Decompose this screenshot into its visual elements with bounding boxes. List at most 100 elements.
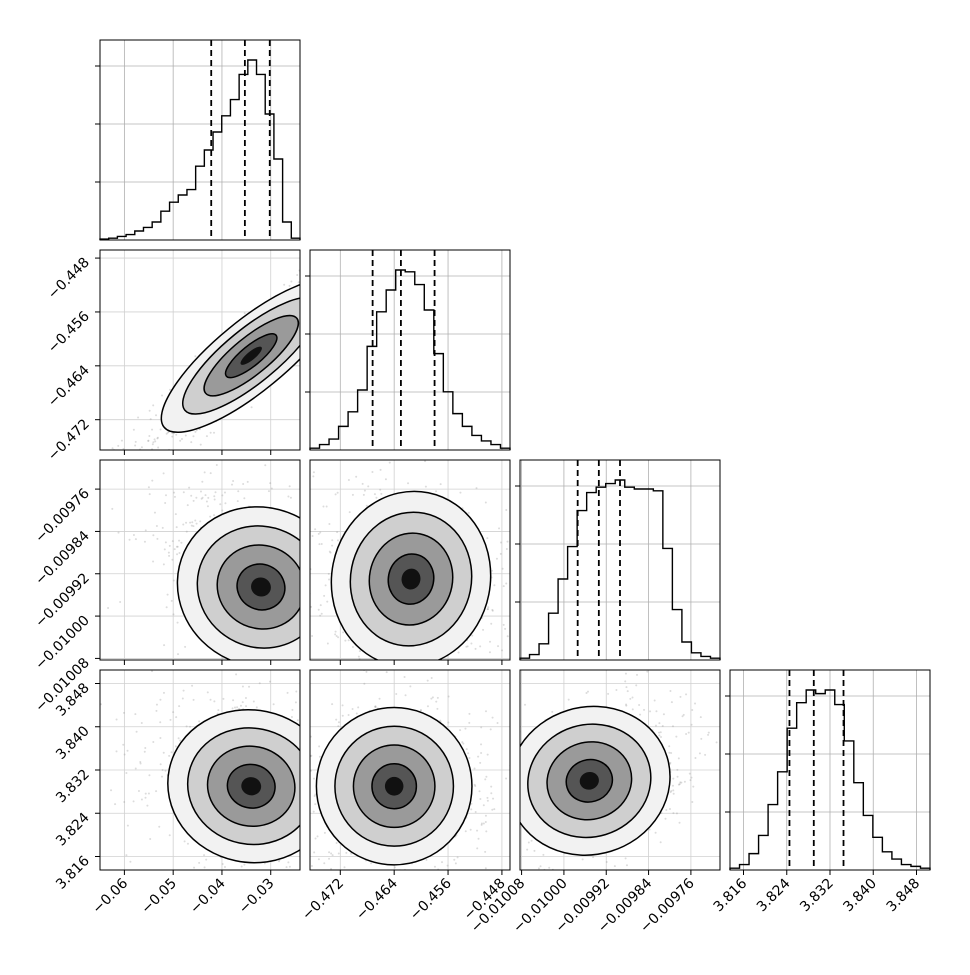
scatter-point [435,490,437,492]
scatter-point [679,822,681,824]
scatter-point [137,457,139,459]
scatter-point [315,663,317,665]
scatter-point [332,312,334,314]
scatter-point [234,706,236,708]
scatter-point [129,539,131,541]
scatter-point [481,824,483,826]
scatter-point [221,510,223,512]
scatter-point [468,722,470,724]
scatter-point [511,575,513,577]
scatter-point [342,273,344,275]
scatter-point [301,562,303,564]
scatter-point [328,278,330,280]
scatter-point [318,543,320,545]
scatter-point [308,281,310,283]
scatter-point [168,552,170,554]
scatter-point [479,790,481,792]
scatter-point [307,639,309,641]
scatter-point [262,661,264,663]
scatter-point [241,866,243,868]
scatter-point [305,291,307,293]
scatter-point [324,610,326,612]
scatter-point [119,601,121,603]
scatter-point [250,674,252,676]
scatter-point [148,792,150,794]
scatter-point [306,833,308,835]
scatter-point [174,548,176,550]
scatter-point [178,552,180,554]
scatter-point [155,790,157,792]
scatter-point [162,461,164,463]
scatter-point [182,524,184,526]
scatter-point [311,865,313,867]
scatter-point [497,678,499,680]
scatter-point [312,535,314,537]
scatter-point [317,638,319,640]
scatter-point [267,663,269,665]
scatter-point [447,722,449,724]
scatter-point [173,492,175,494]
scatter-point [301,816,303,818]
scatter-point [337,492,339,494]
scatter-point [505,777,507,779]
scatter-point [151,480,153,482]
scatter-point [292,666,294,668]
scatter-point [178,540,180,542]
scatter-point [300,805,302,807]
scatter-point [431,677,433,679]
scatter-point [125,772,127,774]
scatter-point [311,829,313,831]
scatter-point [304,627,306,629]
scatter-point [324,351,326,353]
scatter-point [323,597,325,599]
scatter-point [665,809,667,811]
scatter-point [515,849,517,851]
scatter-point [334,267,336,269]
scatter-point [171,436,173,438]
scatter-point [213,432,215,434]
scatter-point [310,642,312,644]
scatter-point [412,196,414,198]
scatter-point [152,443,154,445]
scatter-point [289,661,291,663]
scatter-point [313,269,315,271]
scatter-point [502,568,504,570]
scatter-point [185,522,187,524]
scatter-point [314,645,316,647]
scatter-point [315,651,317,653]
scatter-point [202,497,204,499]
scatter-point [302,587,304,589]
scatter-point [338,259,340,261]
scatter-point [166,606,168,608]
scatter-point [184,840,186,842]
scatter-point [135,538,137,540]
scatter-point [381,679,383,681]
scatter-point [313,471,315,473]
scatter-point [389,462,391,464]
scatter-point [427,680,429,682]
scatter-point [347,678,349,680]
scatter-point [175,513,177,515]
scatter-point [304,308,306,310]
scatter-point [330,602,332,604]
scatter-point [419,881,421,883]
scatter-point [322,271,324,273]
histogram-panel-1 [305,250,510,450]
scatter-point [377,235,379,237]
scatter-point [305,757,307,759]
scatter-point [468,713,470,715]
scatter-point [305,825,307,827]
scatter-point [316,634,318,636]
scatter-point [295,701,297,703]
scatter-point [306,291,308,293]
scatter-point [326,285,328,287]
scatter-point [148,486,150,488]
scatter-point [154,438,156,440]
scatter-point [304,809,306,811]
scatter-point [158,826,160,828]
scatter-point [193,500,195,502]
scatter-point [167,502,169,504]
scatter-point [298,281,300,283]
scatter-point [134,713,136,715]
scatter-point [308,845,310,847]
